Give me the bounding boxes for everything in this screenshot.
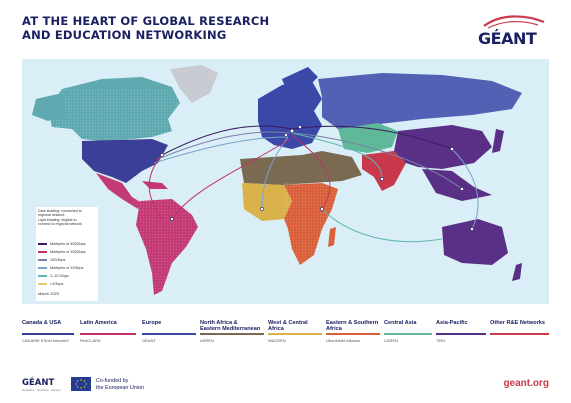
madagascar-region [328,227,336,247]
legend-item: <1Gbps [38,281,63,287]
footer-geant-tagline: Networks · Services · People [22,388,61,392]
region-latin-america: Latin America RedCLARA [80,320,140,356]
legend-swatch [38,267,47,269]
region-bar [142,333,196,335]
scandinavia-region [282,67,318,95]
region-name: Eastern & Southern [326,320,379,326]
region-europe: Europe GÉANT [142,320,198,356]
region-bar [80,333,136,335]
eu-flag-icon [71,377,91,391]
network-links [148,125,479,243]
legend-shading-dark-1: Dark shading: connected to [38,209,82,213]
legend-label: Multiples of 10Gbps [50,266,84,270]
regional-networks: Canada & USA CANARIE ESnet Internet2 Lat… [22,320,549,356]
region-logos: CAREN [384,338,399,343]
region-logos: GÉANT [142,338,156,343]
map-legend: Dark shading: connected to regional netw… [36,207,98,301]
legend-shading-dark-2: regional network [38,213,65,217]
legend-swatch [38,243,47,245]
region-logos: RedCLARA [80,338,101,343]
region-name: Central Asia [384,320,417,326]
region-bar [384,333,432,335]
legend-swatch [38,275,47,277]
region-name: Latin America [80,320,117,326]
region-central-asia: Central Asia CAREN [384,320,434,356]
region-name-2: Eastern Mediterranean [200,326,261,333]
region-name: West & Central [268,320,308,326]
region-bar [22,333,74,335]
legend-swatch [38,259,47,261]
east-asia-region [394,125,492,169]
region-logos: WACREN [268,338,286,343]
eu-cofunded-text: Co-funded by the European Union [96,378,144,391]
region-logos: UbuntuNet Alliance [326,338,361,343]
region-name: Asia-Pacific [436,320,468,326]
page-title: AT THE HEART OF GLOBAL RESEARCH AND EDUC… [22,14,269,42]
mexico-region [96,173,142,209]
region-east-africa: Eastern & Southern Africa UbuntuNet Allia… [326,320,382,356]
new-zealand-region [512,263,522,281]
region-logos: ASREN [200,338,214,343]
legend-swatch [38,251,47,253]
region-logos: TEIN [436,338,446,343]
north-africa-region [240,151,362,185]
legend-label: Multiples of 400Gbps [50,242,86,246]
region-canada-usa: Canada & USA CANARIE ESnet Internet2 [22,320,78,356]
region-name: North Africa & [200,320,238,326]
eu-stars-icon [75,379,87,389]
legend-label: Multiples of 100Gbps [50,250,86,254]
network-nodes [160,125,474,231]
geant-logo: GÉANT [478,12,550,50]
region-bar [268,333,322,335]
legend-item: 100Gbps [38,257,65,263]
region-name-2: Africa [268,326,284,333]
region-north-africa: North Africa & Eastern Mediterranean ASRE… [200,320,266,356]
geant-logo-text: GÉANT [478,29,537,48]
region-west-africa: West & Central Africa WACREN [268,320,324,356]
cofund-line-1: Co-funded by [96,378,129,384]
japan-region [492,129,504,153]
region-asia-pacific: Asia-Pacific TEIN [436,320,488,356]
legend-shading-light-1: Light shading: eligible to [38,218,77,222]
region-name: Europe [142,320,162,326]
region-bar [326,333,380,335]
page-footer: GÉANT Networks · Services · People Co-fu… [22,375,549,395]
title-line-2: AND EDUCATION NETWORKING [22,28,227,42]
legend-shading-light-2: connect to regional network [38,222,82,226]
legend-label: 1–10 Gbps [50,274,69,278]
legend-item: Multiples of 100Gbps [38,249,86,255]
legend-swatch [38,283,47,285]
legend-date: March 2023 [38,291,60,296]
region-name: Canada & USA [22,320,62,326]
caribbean-region [142,181,168,189]
world-map [22,59,549,304]
title-line-1: AT THE HEART OF GLOBAL RESEARCH [22,14,270,28]
alaska-region [32,93,66,121]
region-other: Other R&E Networks [490,320,549,356]
region-logos: CANARIE ESnet Internet2 [22,338,69,343]
website-link[interactable]: geant.org [503,378,549,389]
region-name: Other R&E Networks [490,320,546,326]
region-bar [200,333,264,335]
region-bar [436,333,486,335]
region-bar [490,333,549,335]
west-africa-region [242,183,292,221]
world-map-svg [32,65,522,297]
australia-region [442,219,508,265]
legend-label: 100Gbps [50,258,66,262]
usa-region [82,139,168,183]
greenland-region [170,65,218,103]
legend-item: 1–10 Gbps [38,273,69,279]
geant-swoosh-icon [483,15,545,29]
legend-item: Multiples of 400Gbps [38,241,86,247]
legend-label: <1Gbps [50,282,64,286]
legend-item: Multiples of 10Gbps [38,265,84,271]
region-name-2: Africa [326,326,342,333]
cofund-line-2: the European Union [96,384,144,391]
russia-region [318,73,522,129]
footer-geant-logo: GÉANT [22,378,55,388]
